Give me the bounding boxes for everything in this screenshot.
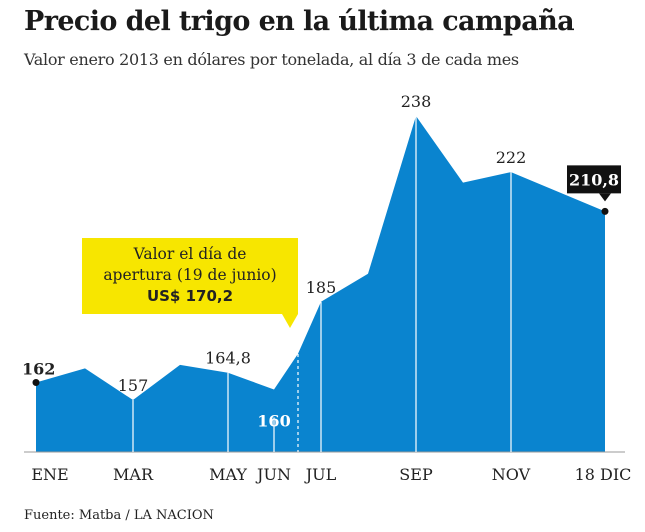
callout-line-2: apertura (19 de junio)	[103, 266, 277, 284]
chart-title: Precio del trigo en la última campaña	[24, 6, 575, 37]
data-label-mar: 157	[118, 376, 149, 395]
price-area	[36, 116, 605, 452]
x-tick-mar: MAR	[113, 465, 154, 484]
last-value-pointer	[599, 193, 611, 202]
data-label-18-dic: 210,8	[569, 170, 619, 189]
x-tick-nov: NOV	[492, 465, 531, 484]
x-tick-ene: ENE	[31, 465, 68, 484]
marker-ene	[32, 378, 40, 386]
opening-value-callout: Valor el día de apertura (19 de junio) U…	[82, 238, 298, 314]
callout-value: US$ 170,2	[146, 287, 234, 305]
data-label-ene: 162	[22, 359, 55, 378]
x-tick-sep: SEP	[399, 465, 433, 484]
data-label-sep: 238	[401, 92, 432, 111]
marker-18-dic	[601, 207, 609, 215]
x-tick-may: MAY	[209, 465, 247, 484]
data-label-jul: 185	[306, 278, 337, 297]
area-chart: 162 157 164,8 160 185 238 222 210,8 ENE MAR MAY JU…	[22, 92, 632, 484]
last-value-box	[567, 165, 621, 194]
callout-line-1: Valor el día de	[133, 245, 247, 263]
data-label-may: 164,8	[205, 349, 251, 368]
x-tick-jul: JUL	[304, 465, 337, 484]
data-label-jun: 160	[257, 411, 290, 430]
x-tick-18-dic: 18 DIC	[575, 465, 632, 484]
data-label-nov: 222	[496, 148, 527, 167]
chart-subtitle: Valor enero 2013 en dólares por tonelada…	[24, 50, 519, 69]
x-tick-jun: JUN	[255, 465, 291, 484]
chart-source: Fuente: Matba / LA NACION	[24, 508, 214, 523]
callout-pointer	[282, 314, 298, 328]
